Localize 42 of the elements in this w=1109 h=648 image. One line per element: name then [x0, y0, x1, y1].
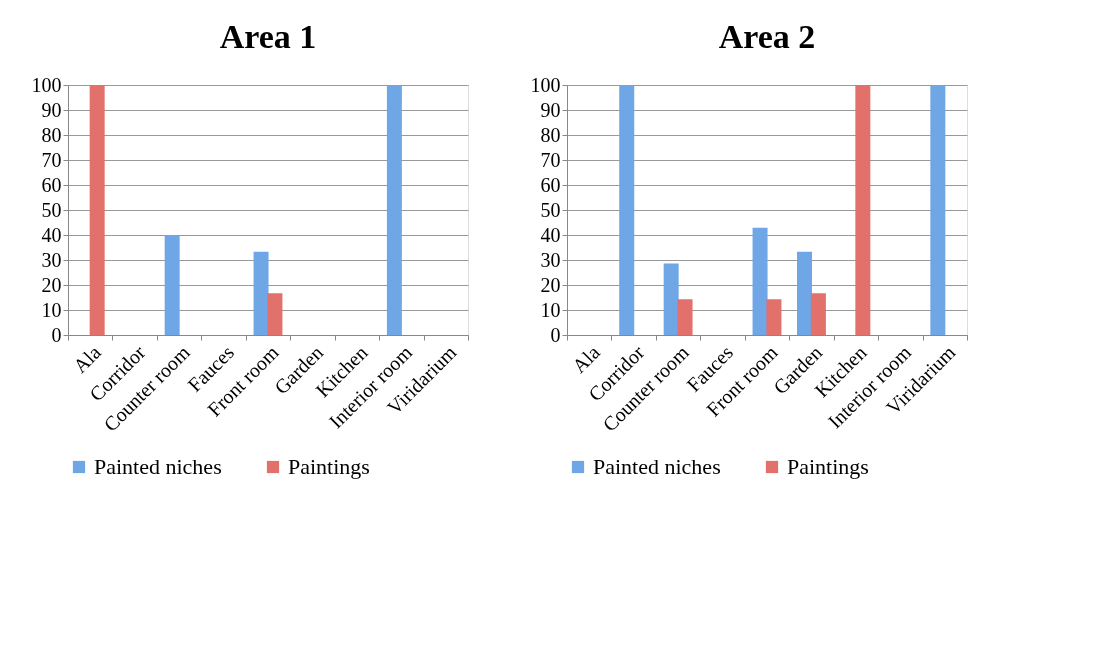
y-tick-label: 0 — [550, 323, 561, 346]
y-tick-label: 10 — [540, 298, 561, 321]
y-tick-label: 60 — [41, 173, 62, 196]
y-tick-label: 80 — [540, 123, 561, 146]
bar — [386, 85, 402, 335]
chart-title: Area 2 — [718, 18, 816, 55]
y-tick-label: 20 — [41, 273, 62, 296]
y-tick-label: 50 — [540, 198, 561, 221]
y-tick-label: 40 — [540, 223, 561, 246]
y-tick-label: 90 — [540, 98, 561, 121]
bar — [752, 227, 768, 335]
y-tick-label: 30 — [540, 248, 561, 271]
bar — [89, 85, 105, 335]
y-tick-label: 30 — [41, 248, 62, 271]
bar — [663, 263, 679, 335]
y-tick-label: 70 — [41, 148, 62, 171]
y-tick-label: 90 — [41, 98, 62, 121]
bar — [810, 293, 826, 335]
legend-label: Paintings — [787, 454, 869, 479]
y-tick-label: 80 — [41, 123, 62, 146]
y-tick-label: 100 — [530, 73, 561, 96]
y-tick-label: 0 — [51, 323, 62, 346]
chart-title: Area 1 — [219, 18, 317, 55]
bar — [677, 299, 693, 335]
y-tick-label: 20 — [540, 273, 561, 296]
legend-label: Painted niches — [94, 454, 222, 479]
bar — [855, 85, 871, 335]
y-tick-label: 40 — [41, 223, 62, 246]
bar — [253, 251, 269, 335]
y-tick-label: 50 — [41, 198, 62, 221]
legend-label: Paintings — [288, 454, 370, 479]
y-tick-label: 10 — [41, 298, 62, 321]
y-tick-label: 100 — [31, 73, 62, 96]
bar — [164, 235, 180, 335]
legend-label: Painted niches — [593, 454, 721, 479]
bar — [267, 293, 283, 335]
bar — [797, 251, 812, 335]
bar — [766, 299, 782, 335]
y-tick-label: 70 — [540, 148, 561, 171]
bar — [930, 85, 946, 335]
y-tick-label: 60 — [540, 173, 561, 196]
bar — [619, 85, 635, 335]
